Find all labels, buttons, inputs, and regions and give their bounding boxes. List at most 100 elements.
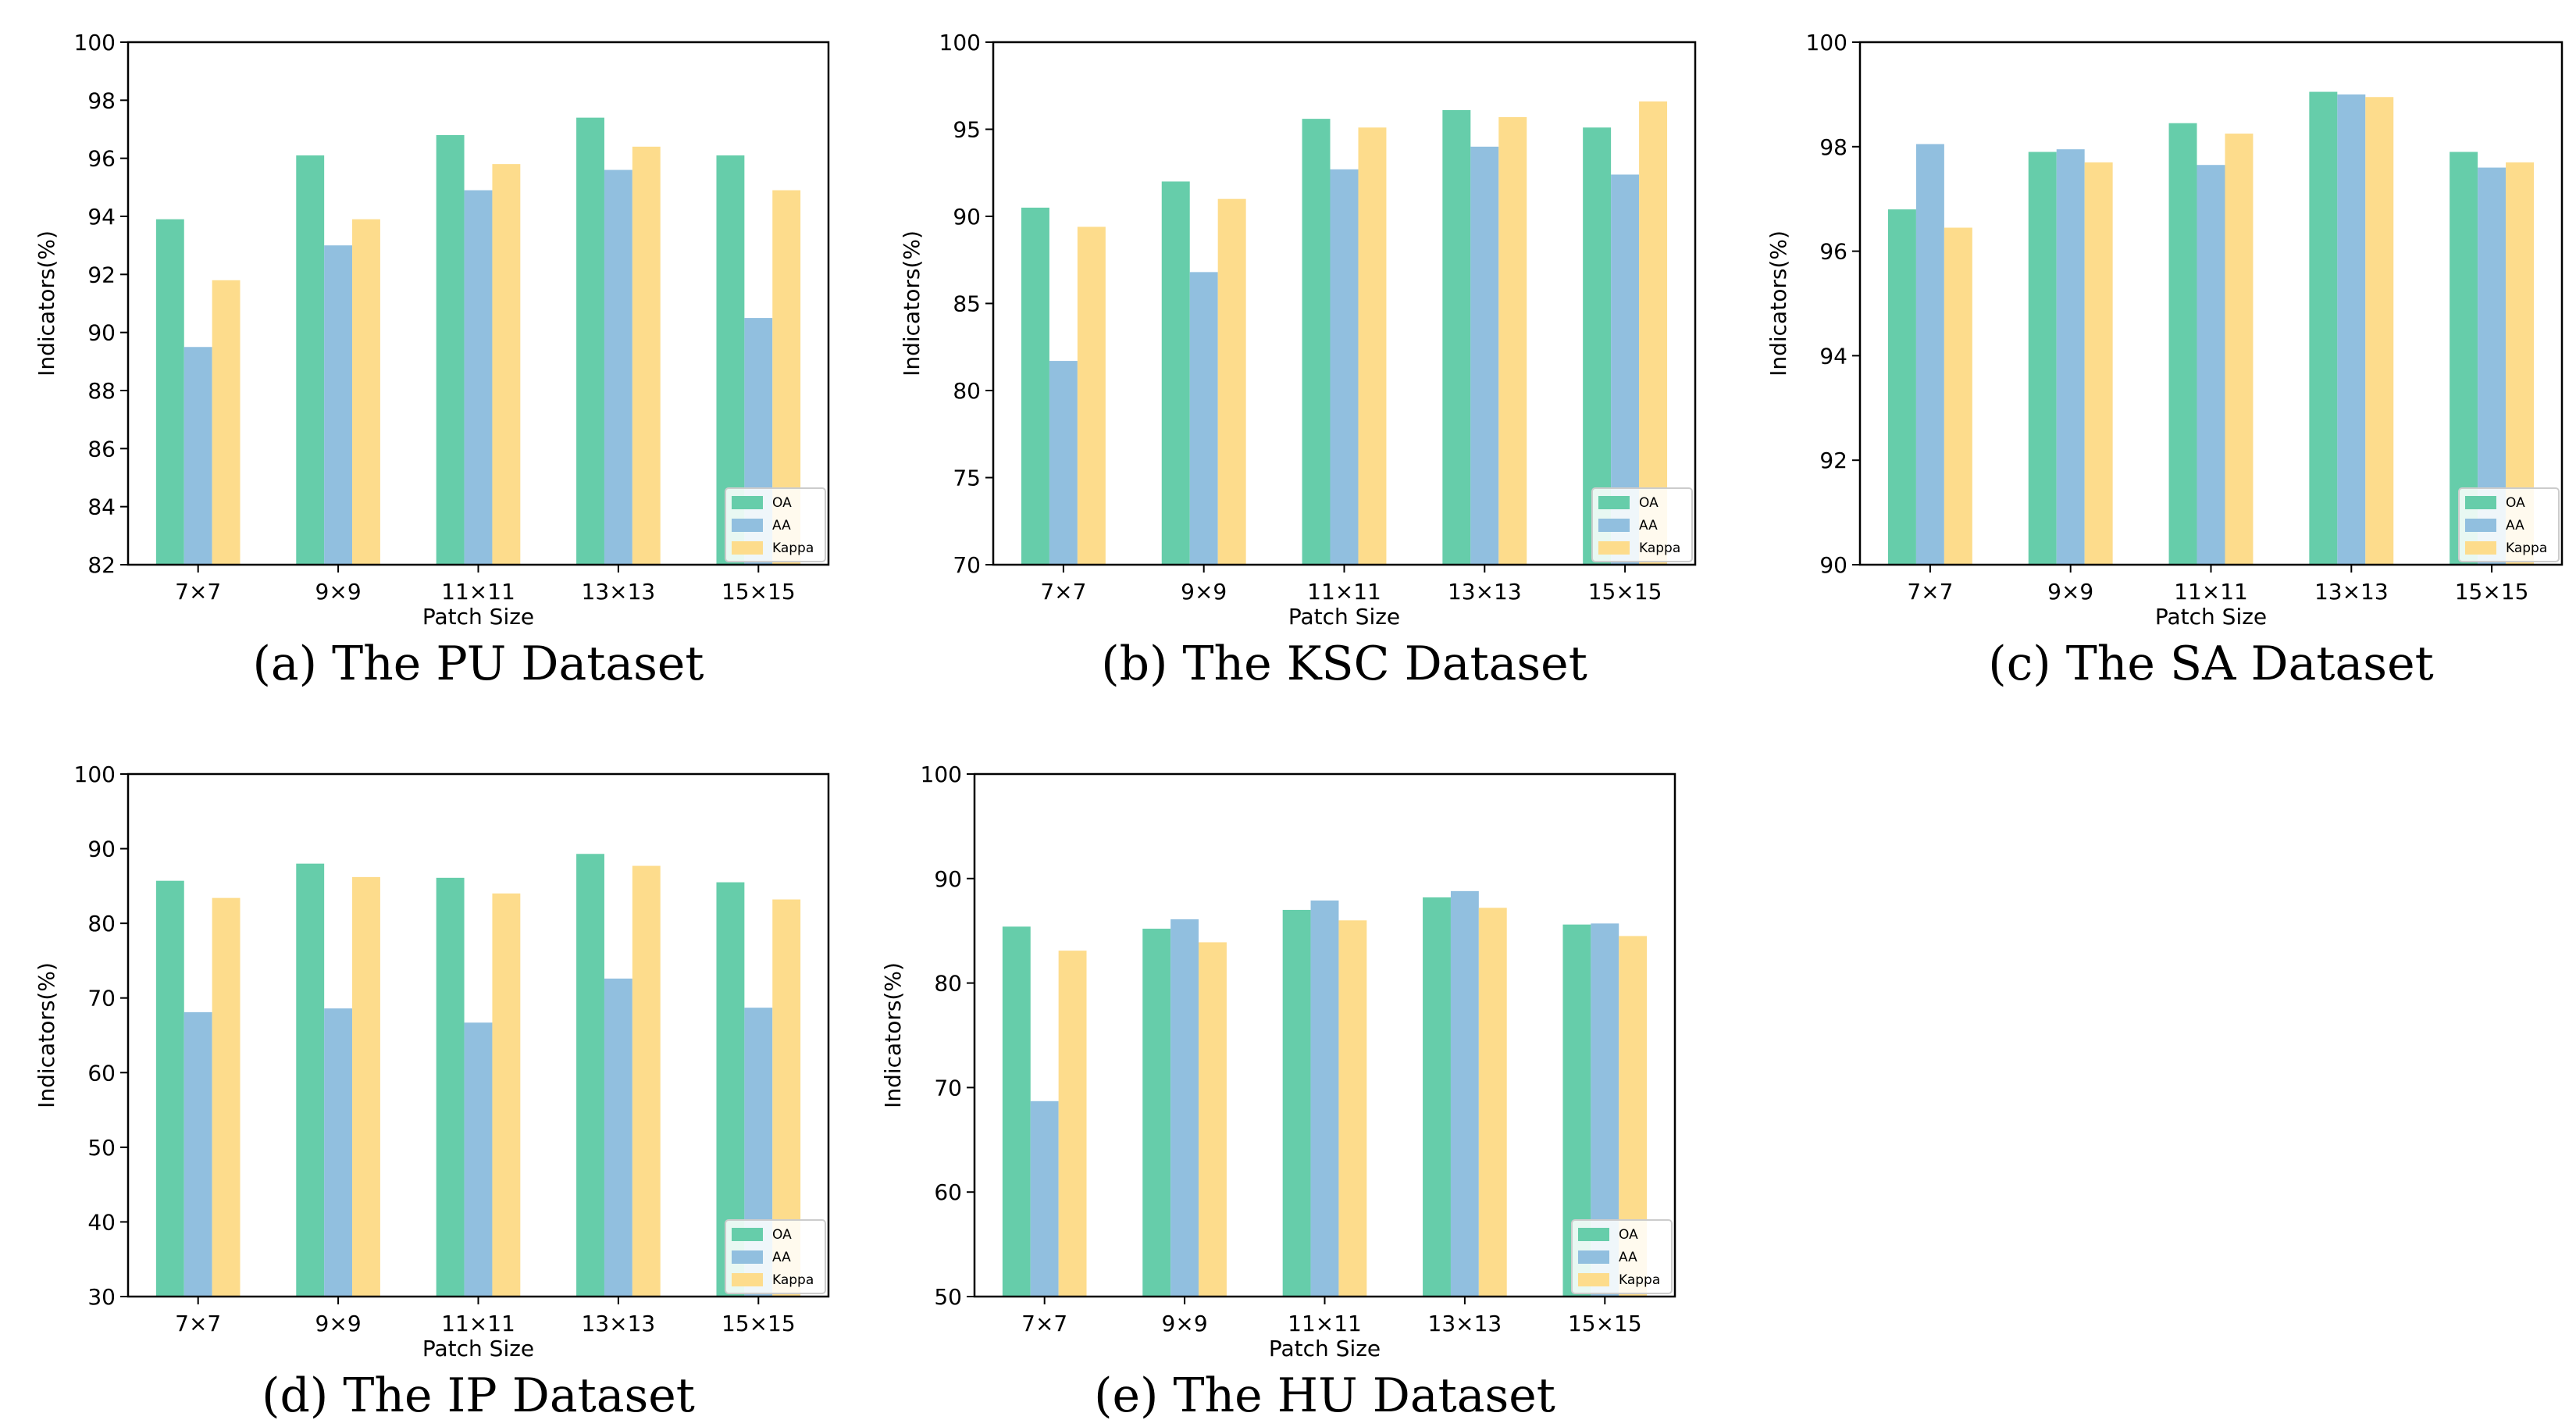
- bar-aa-13×13: [604, 169, 632, 565]
- bar-kappa-7×7: [1944, 227, 1972, 565]
- y-tick-label: 100: [1806, 30, 1847, 55]
- x-tick-label: 15×15: [721, 579, 796, 605]
- x-tick-label: 7×7: [175, 1311, 221, 1336]
- bar-oa-7×7: [155, 880, 184, 1297]
- y-tick-label: 100: [939, 30, 981, 55]
- bar-kappa-11×11: [1358, 127, 1387, 565]
- bar-aa-9×9: [324, 245, 353, 565]
- legend-swatch-oa: [1598, 496, 1630, 509]
- x-tick-label: 15×15: [721, 1311, 796, 1336]
- bar-oa-13×13: [1442, 109, 1471, 565]
- bar-kappa-13×13: [2365, 97, 2394, 565]
- y-tick-label: 80: [934, 971, 962, 997]
- bar-aa-7×7: [183, 1011, 212, 1297]
- y-tick-label: 50: [934, 1284, 962, 1310]
- bar-kappa-13×13: [1478, 908, 1507, 1297]
- y-axis-label: Indicators(%): [34, 962, 59, 1108]
- y-axis-label: Indicators(%): [880, 962, 906, 1108]
- bar-aa-9×9: [1189, 272, 1218, 565]
- legend-label-aa: AA: [772, 1250, 791, 1265]
- x-tick-label: 15×15: [1588, 579, 1662, 605]
- legend-swatch-kappa: [732, 541, 763, 555]
- legend-swatch-aa: [2465, 519, 2496, 532]
- x-tick-label: 9×9: [1162, 1311, 1208, 1336]
- x-tick-label: 11×11: [1288, 1311, 1362, 1336]
- y-tick-label: 70: [934, 1075, 962, 1101]
- y-tick-label: 90: [1819, 552, 1847, 578]
- chart-panel-2: OA AA Kappa 70 75 80 85 90 95 100 7×7 9×9 11×11 13×13…: [899, 30, 1697, 691]
- legend-label-oa: OA: [1619, 1227, 1638, 1243]
- legend: OA AA Kappa: [2458, 487, 2560, 562]
- legend-swatch-oa: [732, 496, 763, 509]
- legend-swatch-oa: [2465, 496, 2496, 509]
- legend-swatch-kappa: [2465, 541, 2496, 555]
- panel-caption: (d) The IP Dataset: [262, 1368, 695, 1423]
- x-tick-label: 13×13: [1448, 579, 1522, 605]
- legend-swatch-kappa: [732, 1273, 763, 1286]
- bar-aa-9×9: [1170, 919, 1199, 1297]
- bar-kappa-9×9: [2084, 162, 2113, 565]
- bar-kappa-11×11: [1338, 920, 1367, 1297]
- bar-kappa-7×7: [212, 280, 240, 565]
- bar-aa-11×11: [2197, 165, 2225, 565]
- x-tick-label: 9×9: [2047, 579, 2093, 605]
- y-tick-label: 70: [953, 552, 981, 578]
- bar-oa-7×7: [1021, 207, 1049, 565]
- y-tick-label: 84: [87, 494, 116, 520]
- bar-kappa-9×9: [352, 219, 380, 565]
- bar-aa-11×11: [464, 190, 493, 565]
- bar-kappa-9×9: [1217, 198, 1246, 565]
- chart-panel-1: OA AA Kappa 82 84 86 88 90 92 94 96 98 100 7×7 9×9 11×1…: [34, 30, 830, 691]
- bar-kappa-13×13: [632, 865, 661, 1297]
- bar-aa-11×11: [1330, 169, 1359, 565]
- legend: OA AA Kappa: [725, 1219, 826, 1294]
- bar-kappa-7×7: [1077, 227, 1106, 565]
- bar-aa-7×7: [183, 347, 212, 565]
- y-tick-label: 90: [934, 866, 962, 892]
- chart-panel-5: OA AA Kappa 50 60 70 80 90 100 7×7 9×9 11×11 13×13 15…: [880, 762, 1676, 1423]
- bar-oa-9×9: [1161, 181, 1190, 565]
- legend-label-kappa: Kappa: [1639, 540, 1680, 556]
- x-axis-label: Patch Size: [1288, 604, 1400, 630]
- legend-label-kappa: Kappa: [2506, 540, 2547, 556]
- bar-oa-7×7: [1002, 926, 1031, 1297]
- legend-swatch-oa: [1578, 1228, 1609, 1241]
- y-tick-label: 90: [87, 837, 116, 862]
- y-tick-label: 92: [87, 262, 116, 287]
- legend-label-oa: OA: [772, 1227, 792, 1243]
- bar-kappa-9×9: [1199, 942, 1227, 1297]
- bar-oa-11×11: [1282, 909, 1311, 1297]
- x-tick-label: 11×11: [2174, 579, 2248, 605]
- legend-label-aa: AA: [772, 518, 791, 533]
- legend-swatch-kappa: [1578, 1273, 1609, 1286]
- bar-aa-7×7: [1915, 144, 1944, 565]
- y-tick-label: 86: [87, 436, 116, 462]
- y-tick-label: 88: [87, 378, 116, 404]
- x-tick-label: 7×7: [1040, 579, 1086, 605]
- y-tick-label: 60: [934, 1179, 962, 1205]
- bar-aa-13×13: [1470, 146, 1499, 565]
- x-tick-label: 7×7: [175, 579, 221, 605]
- x-tick-label: 9×9: [315, 579, 362, 605]
- bar-aa-11×11: [1310, 900, 1339, 1297]
- bar-kappa-11×11: [492, 893, 521, 1297]
- bar-aa-7×7: [1049, 361, 1078, 565]
- y-tick-label: 75: [953, 466, 981, 491]
- bar-aa-9×9: [2056, 149, 2085, 565]
- y-tick-label: 60: [87, 1060, 116, 1086]
- bar-oa-11×11: [2168, 123, 2197, 565]
- legend-label-oa: OA: [1639, 495, 1659, 511]
- bar-oa-9×9: [296, 863, 325, 1297]
- legend-label-kappa: Kappa: [772, 540, 814, 556]
- legend: OA AA Kappa: [725, 487, 826, 562]
- bar-oa-7×7: [155, 219, 184, 565]
- x-tick-label: 9×9: [315, 1311, 362, 1336]
- x-tick-label: 13×13: [582, 1311, 656, 1336]
- y-tick-label: 95: [953, 117, 981, 143]
- x-tick-label: 11×11: [441, 579, 515, 605]
- y-tick-label: 98: [87, 87, 116, 113]
- bar-aa-9×9: [324, 1008, 353, 1297]
- bar-oa-9×9: [2028, 152, 2057, 565]
- y-tick-label: 50: [87, 1135, 116, 1161]
